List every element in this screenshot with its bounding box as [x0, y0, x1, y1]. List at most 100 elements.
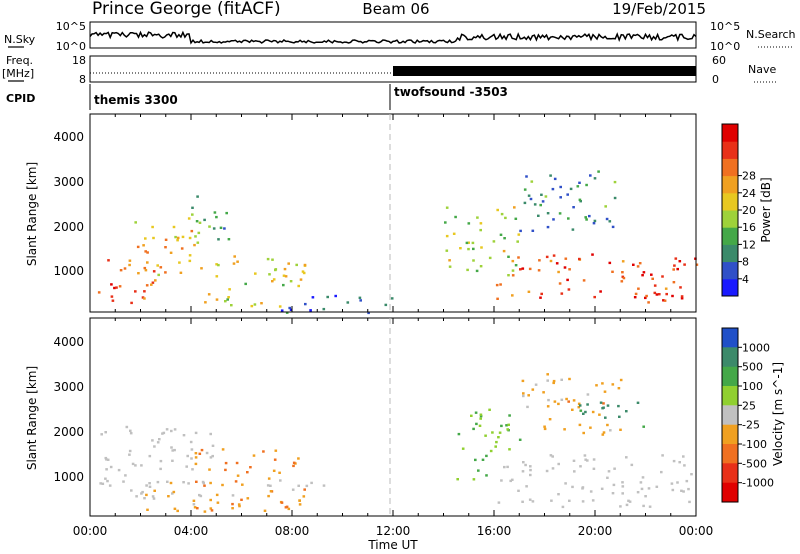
heatmap-cell: [558, 282, 562, 285]
heatmap-cell: [125, 425, 129, 429]
heatmap-cell: [268, 273, 271, 276]
heatmap-cell: [655, 485, 659, 488]
heatmap-cell: [672, 459, 676, 463]
heatmap-cell: [326, 295, 329, 299]
heatmap-cell: [204, 301, 207, 304]
heatmap-cell: [543, 425, 546, 428]
heatmap-cell: [644, 296, 647, 300]
heatmap-cell: [231, 502, 234, 506]
heatmap-cell: [311, 296, 315, 299]
heatmap-cell: [625, 410, 628, 413]
heatmap-cell: [164, 271, 167, 274]
heatmap-cell: [158, 438, 161, 441]
heatmap-cell: [172, 490, 176, 494]
heatmap-cell: [144, 237, 147, 240]
heatmap-cell: [664, 287, 668, 290]
heatmap-cell: [611, 492, 615, 495]
power-ytick-1000: 1000: [53, 264, 84, 278]
heatmap-cell: [172, 225, 176, 229]
heatmap-cell: [164, 246, 167, 249]
heatmap-cell: [171, 459, 174, 462]
heatmap-cell: [141, 296, 145, 299]
heatmap-cell: [124, 474, 127, 477]
heatmap-cell: [539, 203, 542, 207]
heatmap-cell: [146, 508, 149, 511]
heatmap-cell: [585, 183, 588, 187]
heatmap-cell: [146, 261, 149, 264]
colorbar-swatch: [722, 386, 738, 406]
heatmap-cell: [187, 217, 191, 220]
heatmap-cell: [672, 268, 675, 271]
heatmap-cell: [260, 302, 263, 305]
heatmap-cell: [205, 451, 209, 455]
heatmap-cell: [110, 295, 114, 298]
heatmap-cell: [609, 429, 612, 432]
heatmap-cell: [531, 500, 535, 503]
heatmap-cell: [523, 201, 527, 205]
heatmap-cell: [250, 304, 254, 308]
x-tick-label: 08:00: [275, 524, 310, 538]
heatmap-cell: [674, 257, 678, 260]
heatmap-cell: [586, 403, 589, 406]
heatmap-cell: [557, 402, 560, 406]
heatmap-cell: [522, 394, 525, 398]
heatmap-cell: [694, 257, 697, 260]
heatmap-cell: [564, 482, 567, 485]
heatmap-cell: [519, 268, 522, 271]
heatmap-cell: [190, 448, 194, 451]
heatmap-cell: [159, 467, 162, 471]
heatmap-cell: [110, 283, 113, 286]
heatmap-cell: [560, 398, 564, 401]
heatmap-cell: [454, 215, 457, 219]
heatmap-cell: [682, 490, 685, 493]
heatmap-cell: [680, 295, 684, 298]
heatmap-cell: [516, 240, 519, 243]
heatmap-cell: [169, 481, 173, 485]
heatmap-cell: [145, 484, 148, 487]
heatmap-cell: [459, 247, 462, 250]
heatmap-cell: [506, 428, 509, 431]
heatmap-cell: [237, 503, 241, 506]
heatmap-cell: [491, 431, 494, 434]
heatmap-cell: [188, 259, 192, 263]
heatmap-cell: [273, 458, 277, 461]
heatmap-cell: [581, 487, 584, 490]
heatmap-cell: [500, 479, 503, 482]
colorbar-tick-label: 12: [742, 238, 756, 251]
heatmap-cell: [553, 400, 557, 403]
heatmap-cell: [622, 276, 626, 280]
heatmap-cell: [621, 260, 625, 263]
heatmap-cell: [197, 231, 201, 235]
heatmap-cell: [299, 278, 303, 281]
heatmap-cell: [194, 456, 198, 459]
heatmap-cell: [549, 174, 552, 177]
heatmap-cell: [589, 490, 593, 493]
noise-strip: N.Sky 10^5 10^0 10^5 10^0 N.Search: [4, 20, 796, 53]
heatmap-cell: [302, 271, 306, 275]
heatmap-cell: [322, 484, 326, 487]
heatmap-cell: [128, 263, 131, 267]
heatmap-cell: [221, 483, 224, 487]
heatmap-cell: [593, 295, 596, 299]
heatmap-cell: [465, 241, 469, 245]
heatmap-cell: [167, 495, 170, 498]
heatmap-cell: [598, 413, 601, 416]
heatmap-cell: [651, 277, 654, 280]
heatmap-cell: [479, 228, 482, 232]
heatmap-cell: [671, 488, 675, 492]
heatmap-cell: [495, 283, 499, 287]
heatmap-cell: [592, 467, 596, 470]
heatmap-cell: [282, 283, 285, 287]
heatmap-cell: [528, 267, 532, 271]
heatmap-cell: [511, 259, 515, 263]
heatmap-cell: [480, 246, 483, 249]
heatmap-cell: [284, 275, 288, 278]
heatmap-cell: [143, 297, 146, 300]
heatmap-cell: [567, 400, 570, 403]
heatmap-cell: [141, 490, 144, 494]
heatmap-cell: [539, 296, 542, 299]
heatmap-cell: [305, 484, 309, 488]
heatmap-cell: [644, 495, 647, 498]
heatmap-cell: [613, 180, 617, 184]
heatmap-cell: [170, 429, 173, 433]
